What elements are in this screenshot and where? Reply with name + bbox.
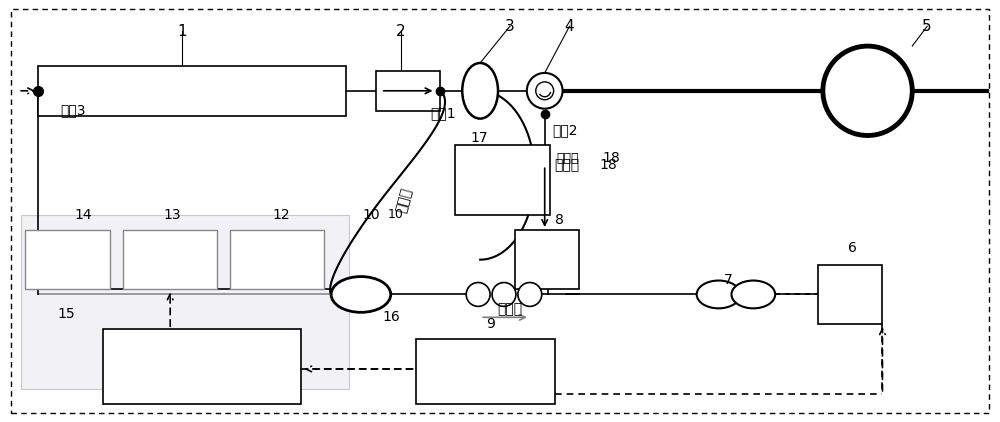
Text: 信号光: 信号光 xyxy=(555,158,580,172)
Bar xyxy=(376,71,440,111)
Text: 16: 16 xyxy=(383,310,401,324)
Circle shape xyxy=(536,82,554,100)
Circle shape xyxy=(466,282,490,306)
Text: 7: 7 xyxy=(724,273,733,287)
Bar xyxy=(103,329,301,404)
Ellipse shape xyxy=(331,276,391,312)
Text: 端口1: 端口1 xyxy=(430,107,456,121)
Text: 12: 12 xyxy=(273,208,290,222)
Bar xyxy=(818,265,882,324)
Circle shape xyxy=(492,282,516,306)
Text: 探测光: 探测光 xyxy=(394,186,414,214)
Text: 信号光: 信号光 xyxy=(557,152,579,165)
Text: 端口2: 端口2 xyxy=(553,124,578,138)
Circle shape xyxy=(527,73,563,109)
Bar xyxy=(25,230,110,289)
Bar xyxy=(515,230,579,289)
Bar xyxy=(123,230,217,289)
Circle shape xyxy=(823,46,912,135)
Text: 6: 6 xyxy=(848,241,857,255)
Text: 2: 2 xyxy=(396,24,405,39)
Text: 15: 15 xyxy=(58,307,76,321)
Text: 18: 18 xyxy=(599,158,617,172)
Text: 参考光: 参考光 xyxy=(497,302,522,316)
Text: 3: 3 xyxy=(505,19,515,34)
Circle shape xyxy=(518,282,542,306)
Ellipse shape xyxy=(731,281,775,308)
Bar xyxy=(416,339,555,404)
Ellipse shape xyxy=(462,63,498,119)
Text: 9: 9 xyxy=(486,317,495,331)
Text: 4: 4 xyxy=(565,19,574,34)
Bar xyxy=(21,215,349,389)
Text: 13: 13 xyxy=(163,208,181,222)
Bar xyxy=(38,66,346,116)
Text: 10: 10 xyxy=(388,208,404,222)
Bar xyxy=(230,230,324,289)
Bar xyxy=(455,146,550,215)
Text: 14: 14 xyxy=(74,208,92,222)
Text: 端口3: 端口3 xyxy=(60,104,85,118)
Text: 1: 1 xyxy=(177,24,187,39)
Text: 8: 8 xyxy=(555,213,564,227)
Text: 18: 18 xyxy=(602,151,620,165)
Text: 10: 10 xyxy=(362,208,380,222)
Ellipse shape xyxy=(697,281,740,308)
Text: 5: 5 xyxy=(922,19,932,34)
Text: 17: 17 xyxy=(470,132,488,146)
